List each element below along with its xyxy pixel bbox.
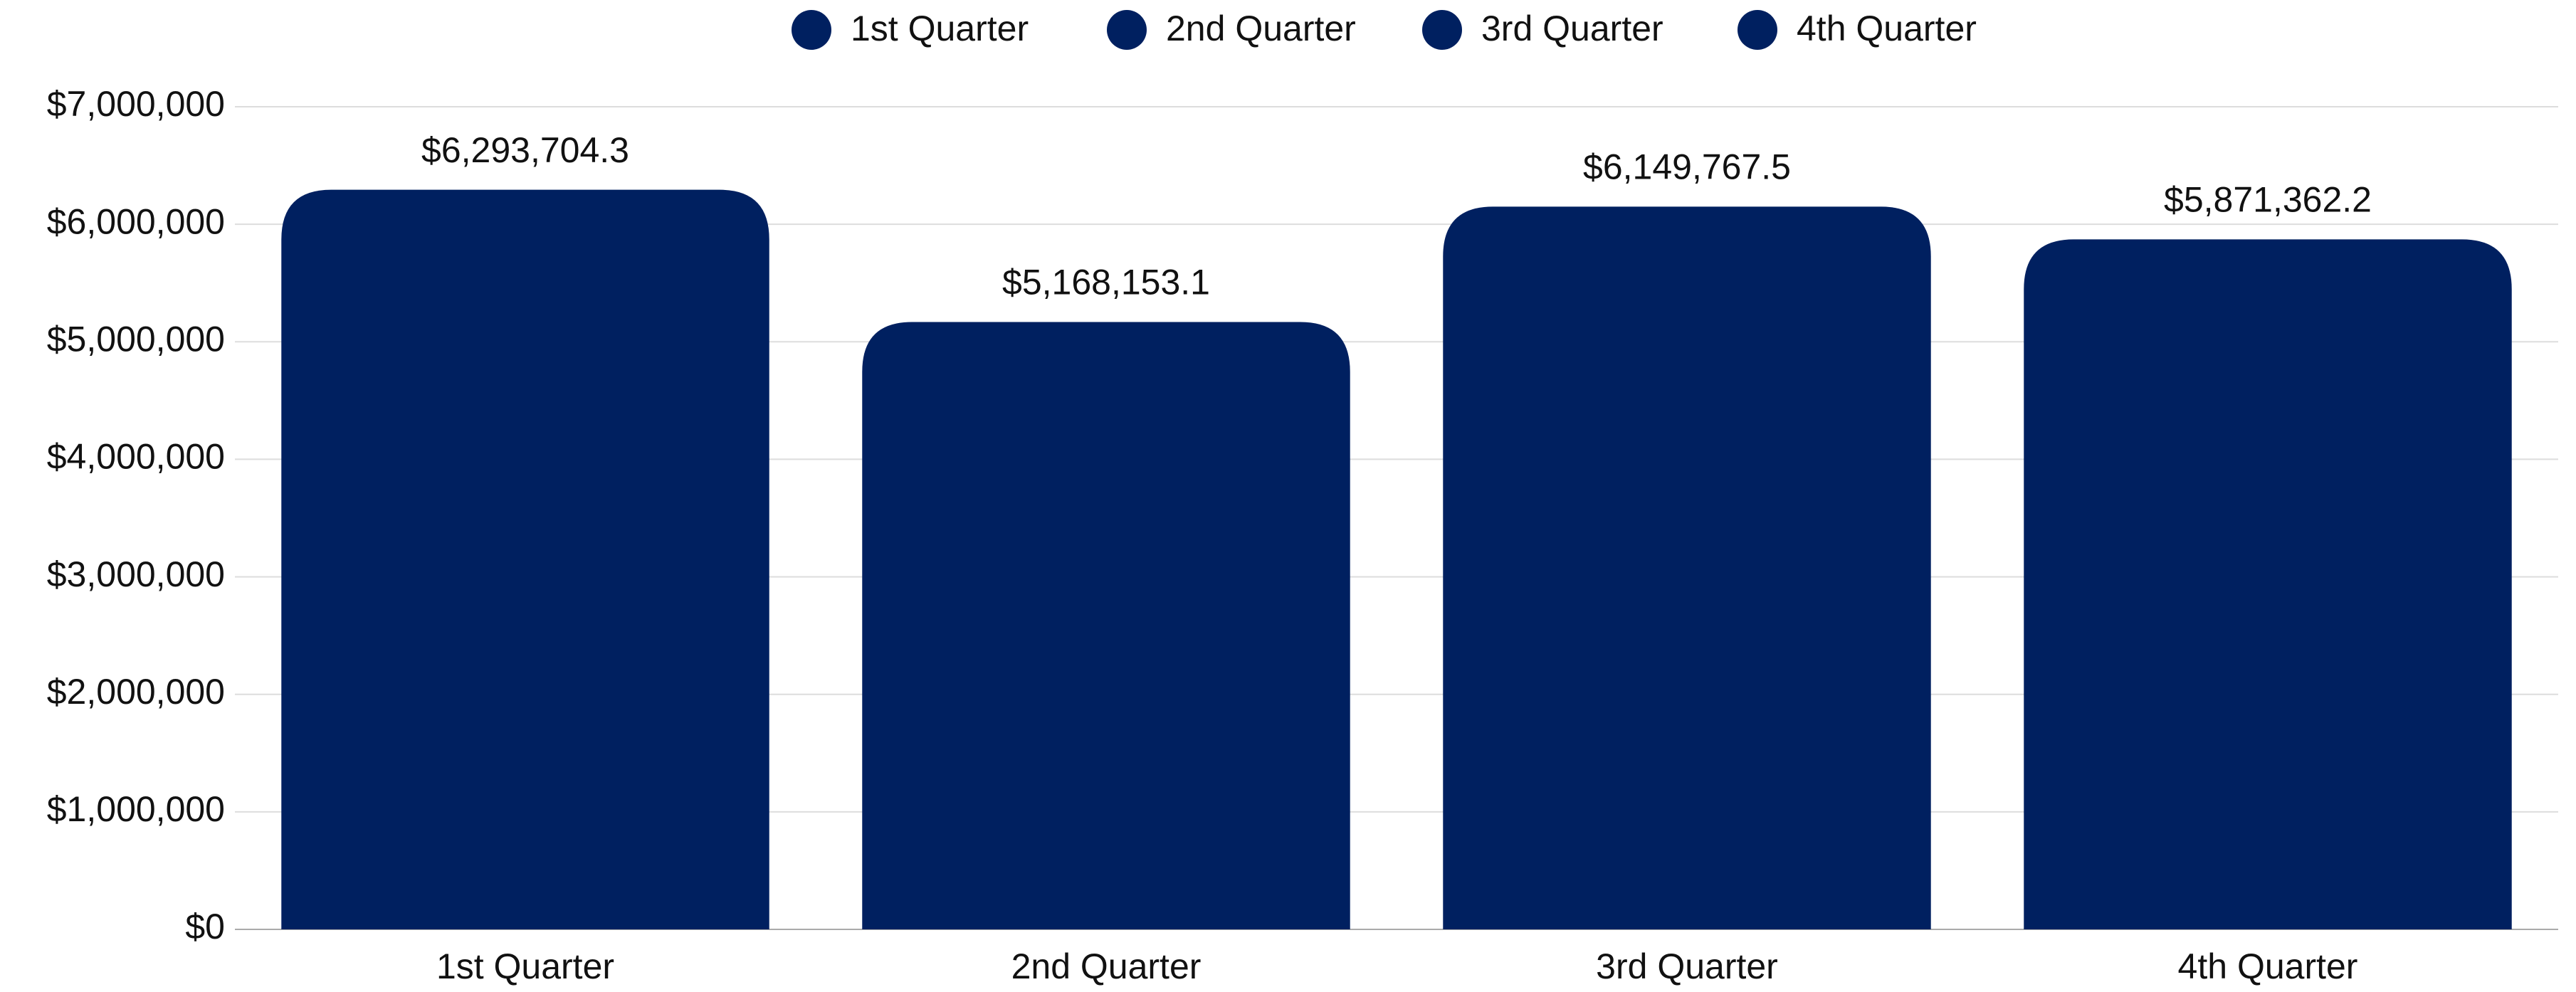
legend-label: 4th Quarter — [1797, 9, 1977, 48]
bar — [2024, 239, 2512, 929]
y-tick-label: $2,000,000 — [47, 672, 225, 712]
x-tick-label: 3rd Quarter — [1596, 946, 1778, 986]
value-label: $6,149,767.5 — [1583, 147, 1791, 187]
legend-swatch — [1422, 10, 1462, 50]
value-label: $5,871,362.2 — [2164, 180, 2372, 220]
bar — [862, 322, 1350, 929]
legend-label: 1st Quarter — [851, 9, 1029, 48]
value-label: $6,293,704.3 — [421, 130, 629, 170]
y-tick-label: $6,000,000 — [47, 201, 225, 241]
y-tick-label: $5,000,000 — [47, 319, 225, 359]
legend-swatch — [792, 10, 831, 50]
legend-label: 2nd Quarter — [1166, 9, 1356, 48]
y-tick-label: $0 — [185, 907, 225, 946]
y-tick-label: $4,000,000 — [47, 437, 225, 477]
y-tick-label: $3,000,000 — [47, 554, 225, 594]
bar — [281, 189, 769, 930]
legend-swatch — [1107, 10, 1147, 50]
bar — [1443, 206, 1931, 930]
x-tick-label: 2nd Quarter — [1011, 946, 1202, 986]
y-tick-label: $7,000,000 — [47, 84, 225, 124]
x-tick-label: 1st Quarter — [436, 946, 614, 986]
legend-label: 3rd Quarter — [1481, 9, 1663, 48]
legend-swatch — [1738, 10, 1777, 50]
x-tick-label: 4th Quarter — [2178, 946, 2358, 986]
y-tick-label: $1,000,000 — [47, 789, 225, 829]
value-label: $5,168,153.1 — [1002, 263, 1210, 302]
